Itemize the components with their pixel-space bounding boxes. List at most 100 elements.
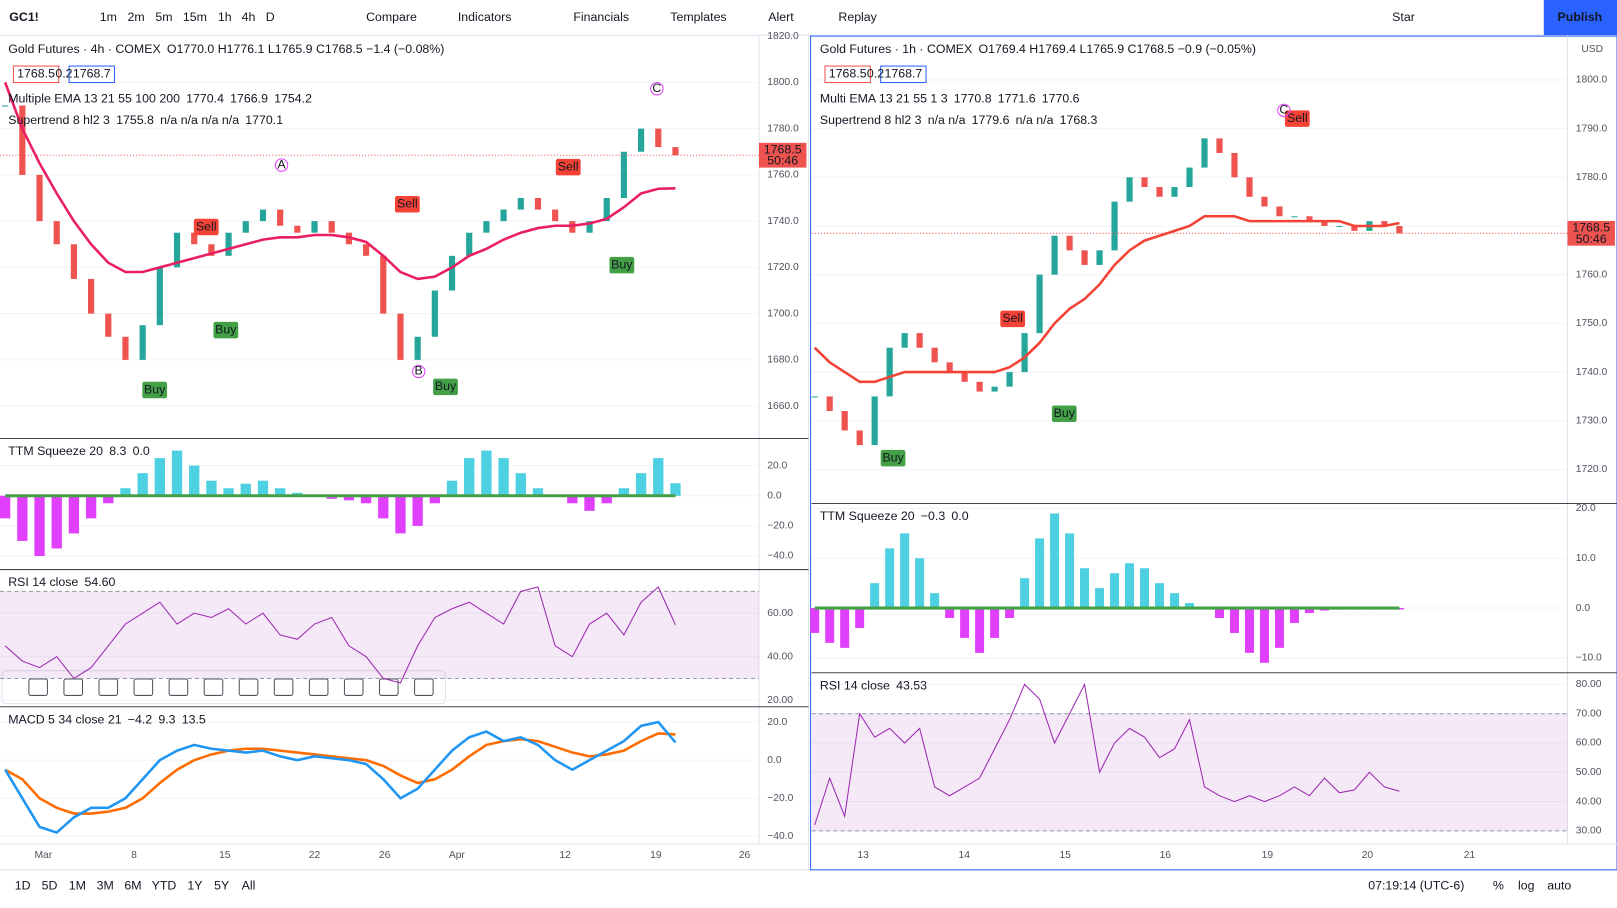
price-tick-label: 1750.0 (1576, 318, 1608, 329)
histogram-bar (601, 495, 612, 504)
signal-badge (213, 321, 239, 339)
candle (1081, 250, 1088, 265)
histogram-bar (1005, 608, 1015, 618)
range-button[interactable]: 5Y (214, 879, 229, 893)
toolbar-button[interactable]: Compare (366, 10, 417, 24)
indicator-tick-label: 40.00 (767, 651, 793, 662)
legend-value: n/a n/a n/a n/a (160, 113, 239, 127)
time-tick-label: 19 (1262, 850, 1274, 861)
histogram-bar (481, 450, 492, 496)
histogram-bar (1035, 538, 1045, 609)
indicator-value: 54.60 (84, 575, 115, 589)
interval-button[interactable]: 5m (155, 10, 172, 24)
pane-title: Gold Futures · 4h · COMEX (8, 42, 160, 56)
histogram-bar (446, 480, 458, 496)
indicator-tick-label: −20.0 (767, 793, 793, 804)
range-button[interactable]: 5D (42, 879, 58, 893)
interval-button[interactable]: 1m (100, 10, 117, 24)
indicator-tick-label: 20.0 (767, 460, 787, 471)
candle (105, 313, 112, 337)
drawing-tool-icon[interactable] (378, 678, 399, 696)
histogram-bar (51, 495, 62, 549)
range-button[interactable]: 1Y (187, 879, 202, 893)
toolbar-button[interactable]: Alert (768, 10, 794, 24)
candle (534, 198, 542, 210)
price-tick-label: 1720.0 (767, 262, 799, 273)
candle (1336, 226, 1343, 228)
candle (1276, 206, 1283, 217)
candle (1261, 196, 1268, 207)
candle (88, 278, 95, 314)
candle (672, 147, 679, 156)
publish-bg[interactable] (1543, 0, 1617, 36)
histogram-bar (1214, 608, 1224, 618)
toolbar-button[interactable]: Indicators (458, 10, 512, 24)
range-button[interactable]: 1M (69, 879, 86, 893)
indicator-tick-label: 50.00 (1576, 767, 1602, 778)
toolbar-button[interactable]: Templates (670, 10, 726, 24)
histogram-bar (567, 495, 578, 504)
histogram-bar (17, 495, 28, 541)
histogram-bar (395, 495, 406, 534)
histogram-bar (870, 583, 880, 609)
scale-option[interactable]: auto (1547, 879, 1571, 893)
range-button[interactable]: All (242, 879, 256, 893)
time-tick-label: 12 (559, 850, 571, 861)
indicator-tick-label: 40.00 (1576, 796, 1602, 807)
last-price: 1768.5 (764, 142, 802, 156)
interval-button[interactable]: D (266, 10, 275, 24)
scale-option[interactable]: % (1493, 879, 1504, 893)
histogram-bar (840, 608, 850, 648)
active-pane-frame (810, 35, 1617, 871)
candle (552, 209, 559, 222)
candle (991, 386, 998, 392)
scale-option[interactable]: log (1518, 879, 1535, 893)
candle (311, 221, 318, 233)
histogram-bar (240, 483, 251, 496)
range-button[interactable]: 6M (124, 879, 141, 893)
toolbar-button[interactable]: Replay (838, 10, 877, 24)
histogram-bar (1289, 608, 1299, 623)
quote: 1768.5 (829, 67, 867, 81)
signal-line (4, 732, 676, 815)
range-button[interactable]: 3M (97, 879, 114, 893)
toolbar-button[interactable]: Financials (573, 10, 629, 24)
histogram-bar (960, 608, 970, 638)
last-price-box (1567, 220, 1615, 246)
star-button[interactable]: Star (1392, 10, 1415, 24)
candle (620, 151, 627, 199)
drawing-tool-icon[interactable] (414, 678, 434, 696)
last-price: 1768.5 (1572, 220, 1610, 234)
candle (53, 221, 60, 245)
indicator-tick-label: −40.0 (767, 831, 793, 842)
drawing-tool-icon[interactable] (168, 678, 189, 696)
quote-box (824, 65, 871, 84)
interval-button[interactable]: 1h (218, 10, 232, 24)
candle (961, 372, 968, 382)
interval-button[interactable]: 15m (183, 10, 207, 24)
ohlc: O1770.0 H1776.1 L1765.9 C1768.5 −1.4 (−0… (167, 42, 445, 56)
candle (976, 381, 983, 392)
range-button[interactable]: YTD (152, 879, 177, 893)
candle (328, 221, 335, 233)
drawing-tool-icon[interactable] (133, 678, 154, 696)
histogram-bar (1155, 583, 1165, 609)
publish-button[interactable]: Publish (1558, 10, 1603, 24)
price-tick-label: 1780.0 (767, 123, 799, 134)
price-tick-label: 1700.0 (767, 308, 799, 319)
indicator-tick-label: 10.0 (1576, 553, 1596, 564)
histogram-bar (885, 548, 895, 609)
interval-button[interactable]: 4h (242, 10, 256, 24)
range-button[interactable]: 1D (15, 879, 31, 893)
legend-value: 1755.8 (116, 113, 154, 127)
histogram-bar (945, 608, 955, 618)
histogram-bar (498, 458, 509, 496)
candle (901, 333, 908, 348)
candle (242, 221, 249, 233)
price-tick-label: 1660.0 (767, 401, 799, 412)
interval-button[interactable]: 2m (128, 10, 145, 24)
quote-box (68, 65, 115, 84)
wave-label: B (415, 364, 423, 378)
time-tick-label: 26 (379, 850, 391, 861)
symbol[interactable]: GC1! (9, 10, 39, 24)
